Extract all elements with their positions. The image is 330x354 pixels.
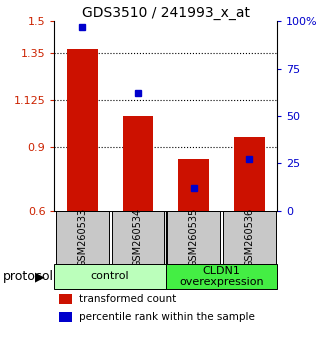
Bar — [123, 116, 153, 211]
Text: CLDN1
overexpression: CLDN1 overexpression — [179, 266, 264, 287]
Bar — [167, 211, 220, 264]
Text: control: control — [91, 272, 129, 281]
Bar — [223, 211, 276, 264]
Bar — [166, 264, 277, 289]
Text: GSM260533: GSM260533 — [77, 208, 87, 267]
Text: transformed count: transformed count — [79, 294, 176, 304]
Text: GSM260535: GSM260535 — [189, 208, 199, 267]
Bar — [67, 48, 98, 211]
Text: ▶: ▶ — [35, 270, 44, 283]
Title: GDS3510 / 241993_x_at: GDS3510 / 241993_x_at — [82, 6, 250, 20]
Bar — [54, 264, 166, 289]
Bar — [234, 137, 265, 211]
Bar — [56, 211, 109, 264]
Bar — [178, 159, 209, 211]
Text: percentile rank within the sample: percentile rank within the sample — [79, 312, 254, 322]
Text: GSM260536: GSM260536 — [244, 208, 254, 267]
Text: GSM260534: GSM260534 — [133, 208, 143, 267]
Bar — [112, 211, 164, 264]
Text: protocol: protocol — [3, 270, 54, 283]
